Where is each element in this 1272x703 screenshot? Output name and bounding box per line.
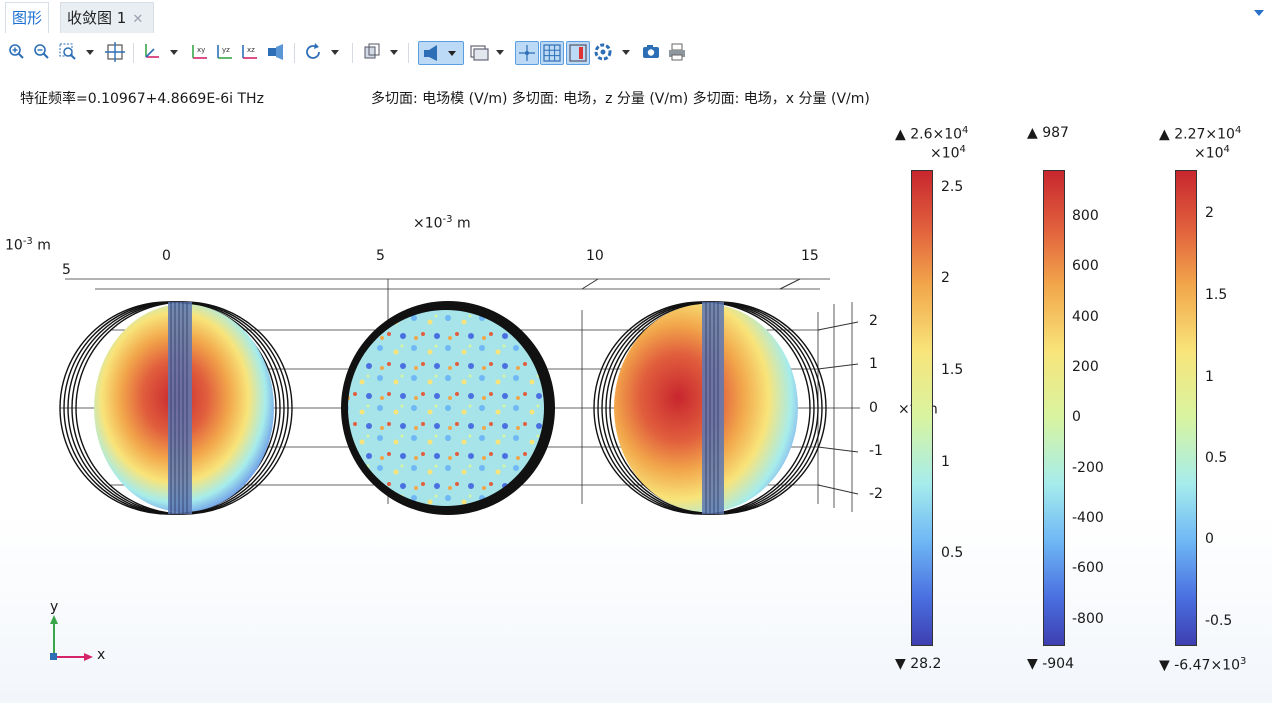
colorbar2-tick: 0 <box>1072 409 1081 425</box>
toolbar-separator <box>408 43 409 63</box>
y-tick-label: 1 <box>869 356 878 372</box>
zoom-in-icon[interactable] <box>6 41 28 63</box>
colorbar3-scale: ×104 <box>1194 144 1230 162</box>
colorbar1-tick: 0.5 <box>941 545 964 561</box>
y-tick-label: -1 <box>869 443 883 459</box>
zoom-box-icon[interactable] <box>57 41 79 63</box>
view-xz-icon[interactable]: xz <box>239 41 261 63</box>
colorbar2-tick: -200 <box>1072 460 1104 476</box>
colorbar2-tick: -600 <box>1072 560 1104 576</box>
toolbar-separator <box>352 43 353 63</box>
close-icon[interactable]: ✕ <box>132 12 144 27</box>
reset-view-dropdown-icon[interactable] <box>331 50 339 55</box>
colorbar3-min: ▼ -6.47×103 <box>1159 656 1247 674</box>
colorbar1-min: ▼ 28.2 <box>895 656 942 672</box>
colorbar2-tick: 600 <box>1072 258 1099 274</box>
tab-convergence-plot[interactable]: 收敛图 1 ✕ <box>60 2 155 34</box>
view-settings-icon[interactable] <box>592 41 614 63</box>
colorbar3-tick: 2 <box>1205 205 1214 221</box>
coordinate-triad <box>50 615 93 661</box>
tab-graphics[interactable]: 图形 <box>5 2 50 34</box>
middle-cylinder-slice <box>341 301 555 515</box>
zoom-out-icon[interactable] <box>31 41 53 63</box>
axis-dropdown-icon[interactable] <box>170 50 178 55</box>
view-yz-icon[interactable]: yz <box>214 41 236 63</box>
right-cylinder-slice <box>593 301 827 515</box>
colorbar-electric-field-x <box>1175 170 1197 646</box>
x-tick-label: 5 <box>376 248 385 264</box>
colorbar2-tick: -800 <box>1072 611 1104 627</box>
transparency-icon[interactable] <box>361 41 383 63</box>
toolbar-separator <box>294 43 295 63</box>
colorbar2-tick: -400 <box>1072 510 1104 526</box>
plot-title: 多切面: 电场模 (V/m) 多切面: 电场，z 分量 (V/m) 多切面: 电… <box>371 91 870 107</box>
colorbar3-tick: 1.5 <box>1205 287 1228 303</box>
graphics-window[interactable]: 特征频率=0.10967+4.8669E-6i THz 多切面: 电场模 (V/… <box>0 72 1272 703</box>
axis-tick-marks <box>581 278 859 495</box>
y-tick-label: 2 <box>869 313 878 329</box>
toolbar-separator <box>133 43 134 63</box>
colorbar1-scale: ×104 <box>930 144 966 162</box>
tab-list-dropdown-icon[interactable] <box>1254 10 1264 16</box>
left-cylinder-slice <box>59 301 293 515</box>
render-wireframe-icon[interactable] <box>468 41 490 63</box>
zoom-extents-icon[interactable] <box>104 41 126 63</box>
triad-y-label: y <box>50 599 59 615</box>
plot-scene[interactable] <box>0 72 900 703</box>
go-to-view-icon[interactable] <box>265 41 287 63</box>
colorbar-electric-field-z <box>1043 170 1065 646</box>
tab-convergence-label: 收敛图 1 <box>67 9 127 27</box>
colorbar-electric-field-norm <box>911 170 933 646</box>
svg-text:xy: xy <box>197 46 205 54</box>
x-tick-label: 10 <box>586 248 604 264</box>
colorbar1-tick: 2 <box>941 270 950 286</box>
colorbar2-min: ▼ -904 <box>1027 656 1074 672</box>
x-tick-label: 5 <box>62 262 71 278</box>
x-tick-label: 0 <box>162 248 171 264</box>
colorbar1-tick: 1 <box>941 454 950 470</box>
transparency-dropdown-icon[interactable] <box>390 50 398 55</box>
render-dropdown-icon[interactable] <box>496 50 504 55</box>
y-tick-label: -2 <box>869 486 883 502</box>
print-icon[interactable] <box>666 41 688 63</box>
eigenfrequency-label: 特征频率=0.10967+4.8669E-6i THz <box>20 91 264 107</box>
scene-light-icon[interactable] <box>418 41 464 65</box>
graphics-toolbar: xy yz xz <box>0 33 1272 71</box>
axis-orientation-icon[interactable] <box>141 41 163 63</box>
reset-view-icon[interactable] <box>303 41 325 63</box>
z-axis-unit: 10-3 m <box>5 236 51 254</box>
tab-bar: 图形 收敛图 1 ✕ <box>0 0 1272 34</box>
x-axis-unit: ×10-3 m <box>413 214 471 232</box>
colorbar1-tick: 1.5 <box>941 362 964 378</box>
colorbar1-max: ▲ 2.6×104 <box>895 125 969 143</box>
colorbar2-max: ▲ 987 <box>1027 125 1069 141</box>
show-legends-icon[interactable] <box>566 41 590 65</box>
colorbar3-tick: -0.5 <box>1205 613 1233 629</box>
svg-text:xz: xz <box>247 46 255 54</box>
colorbar3-tick: 0 <box>1205 531 1214 547</box>
y-tick-label: 0 <box>869 400 878 416</box>
colorbar2-tick: 200 <box>1072 359 1099 375</box>
image-snapshot-icon[interactable] <box>640 41 662 63</box>
x-tick-label: 15 <box>801 248 819 264</box>
show-axis-icon[interactable] <box>515 41 539 65</box>
colorbar2-tick: 400 <box>1072 309 1099 325</box>
zoom-dropdown-icon[interactable] <box>86 50 94 55</box>
colorbar1-tick: 2.5 <box>941 179 964 195</box>
show-grid-icon[interactable] <box>540 41 564 65</box>
colorbar3-tick: 0.5 <box>1205 450 1228 466</box>
colorbar3-tick: 1 <box>1205 369 1214 385</box>
colorbar2-tick: 800 <box>1072 208 1099 224</box>
view-xy-icon[interactable]: xy <box>189 41 211 63</box>
triad-x-label: x <box>97 647 106 663</box>
colorbar3-max: ▲ 2.27×104 <box>1159 125 1242 143</box>
svg-text:yz: yz <box>222 46 230 54</box>
view-settings-dropdown-icon[interactable] <box>622 50 630 55</box>
